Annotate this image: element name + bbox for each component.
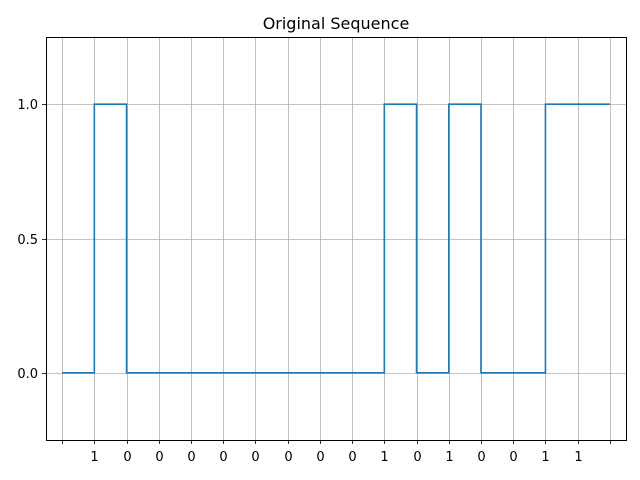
y-tick-label: 0.5 <box>17 233 38 248</box>
x-tick-label: 0 <box>509 450 517 465</box>
chart-title: Original Sequence <box>263 14 410 33</box>
x-tick-label: 0 <box>155 450 163 465</box>
x-tick-label: 1 <box>90 450 98 465</box>
series-line <box>62 103 610 374</box>
x-tick-label: 0 <box>123 450 131 465</box>
axes-frame <box>46 37 627 441</box>
x-tick-label: 1 <box>574 450 582 465</box>
series-layer <box>62 103 610 374</box>
x-tick-label: 1 <box>380 450 388 465</box>
y-tick-label: 0.0 <box>17 367 38 382</box>
x-tick-label: 1 <box>445 450 453 465</box>
x-tick-label: 1 <box>541 450 549 465</box>
x-tick-label: 0 <box>187 450 195 465</box>
x-tick-label: 0 <box>413 450 421 465</box>
x-tick-label: 0 <box>316 450 324 465</box>
x-tick-label: 0 <box>348 450 356 465</box>
x-tick-label: 0 <box>251 450 259 465</box>
x-tick-label: 0 <box>477 450 485 465</box>
x-tick-label: 0 <box>284 450 292 465</box>
y-tick-label: 1.0 <box>17 98 38 113</box>
x-tick-label: 0 <box>219 450 227 465</box>
tick-layer: 1 0 0 0 0 0 0 0 0 1 0 1 0 0 1 1 0.0 0.5 1.0 <box>17 98 611 465</box>
